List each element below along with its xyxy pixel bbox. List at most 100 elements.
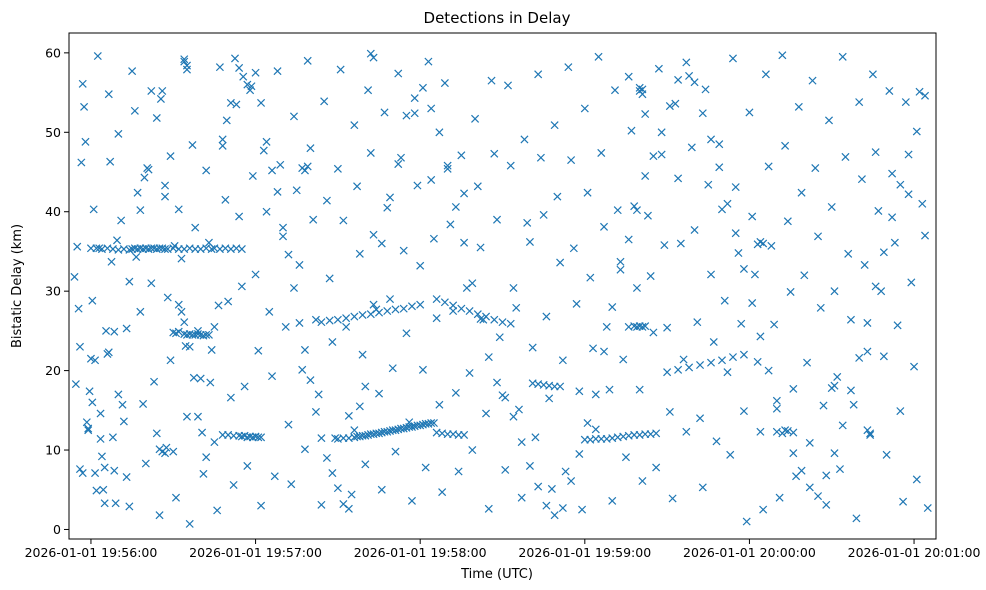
data-point <box>336 65 345 74</box>
data-point <box>567 476 576 486</box>
data-point <box>88 296 97 305</box>
data-point <box>383 203 392 212</box>
data-point <box>457 151 466 160</box>
data-point <box>418 83 427 92</box>
data-point <box>482 312 491 321</box>
data-point <box>136 206 145 215</box>
data-point <box>320 97 329 106</box>
data-point <box>641 109 650 119</box>
data-point <box>715 140 724 149</box>
data-point <box>484 353 493 362</box>
data-point <box>844 249 853 258</box>
data-point <box>191 223 200 232</box>
data-point <box>682 58 691 67</box>
data-point <box>632 283 641 293</box>
data-point <box>196 374 205 383</box>
data-point <box>632 206 641 215</box>
data-point <box>690 78 699 87</box>
data-point <box>70 272 79 281</box>
data-point <box>364 86 373 95</box>
data-point <box>80 102 89 111</box>
data-point <box>440 79 449 88</box>
data-point <box>663 323 672 332</box>
data-point <box>764 366 773 375</box>
data-point <box>85 387 94 396</box>
data-point <box>119 417 128 426</box>
data-point <box>723 368 732 377</box>
data-point <box>690 225 699 235</box>
data-point <box>550 511 559 520</box>
data-point <box>210 322 219 331</box>
data-point <box>589 344 598 353</box>
data-point <box>610 86 620 95</box>
data-point <box>739 264 748 273</box>
data-point <box>287 480 296 489</box>
data-point <box>805 438 814 447</box>
data-point <box>756 427 765 436</box>
data-point <box>407 422 416 432</box>
data-point <box>361 382 370 391</box>
data-point <box>813 492 823 501</box>
data-point <box>82 418 91 427</box>
data-point <box>289 283 299 293</box>
data-point <box>923 503 932 513</box>
data-point <box>317 434 326 443</box>
data-point <box>512 303 521 312</box>
data-point <box>748 299 757 308</box>
data-point <box>451 202 460 211</box>
data-point <box>739 350 748 359</box>
data-point <box>91 469 100 478</box>
data-point <box>141 459 150 468</box>
data-point <box>759 239 768 248</box>
y-tick-label: 50 <box>45 125 61 140</box>
data-point <box>161 449 170 458</box>
data-point <box>232 100 241 109</box>
data-point <box>506 319 515 328</box>
data-point <box>74 304 83 313</box>
y-axis-ticks: 0 10 20 30 40 50 60 <box>45 45 69 537</box>
data-point <box>78 469 87 478</box>
data-point <box>177 307 186 316</box>
data-point <box>613 206 622 215</box>
data-point <box>674 75 683 84</box>
data-point <box>789 428 798 437</box>
data-point <box>460 430 469 439</box>
data-point <box>904 150 913 159</box>
data-point <box>93 52 102 61</box>
data-point <box>852 514 861 523</box>
data-point <box>152 429 161 438</box>
data-point <box>638 322 647 331</box>
data-point <box>616 257 625 266</box>
data-point <box>174 205 183 214</box>
data-point <box>910 362 919 371</box>
data-point <box>243 80 252 89</box>
data-point <box>685 363 694 372</box>
data-point <box>132 252 141 262</box>
data-point <box>720 296 729 305</box>
data-point <box>369 230 378 239</box>
data-point <box>84 424 93 433</box>
data-point <box>824 116 834 125</box>
data-point <box>586 273 595 282</box>
data-point <box>128 67 137 76</box>
data-point <box>375 389 384 398</box>
data-point <box>106 157 115 166</box>
data-point <box>520 135 529 144</box>
data-point <box>575 449 584 459</box>
data-point <box>407 496 416 505</box>
data-point <box>355 402 364 411</box>
data-point <box>781 141 790 150</box>
x-axis-label: Time (UTC) <box>460 567 533 582</box>
data-point <box>646 272 655 281</box>
x-tick-label: 2026-01-01 19:57:00 <box>189 545 322 560</box>
data-point <box>750 270 759 279</box>
data-point <box>553 192 562 201</box>
data-point <box>542 312 551 321</box>
data-point <box>665 407 674 416</box>
data-point <box>214 301 223 310</box>
data-point <box>77 158 86 167</box>
data-point <box>96 409 105 418</box>
data-point <box>358 350 367 359</box>
data-point <box>421 463 430 472</box>
data-point <box>81 137 90 146</box>
